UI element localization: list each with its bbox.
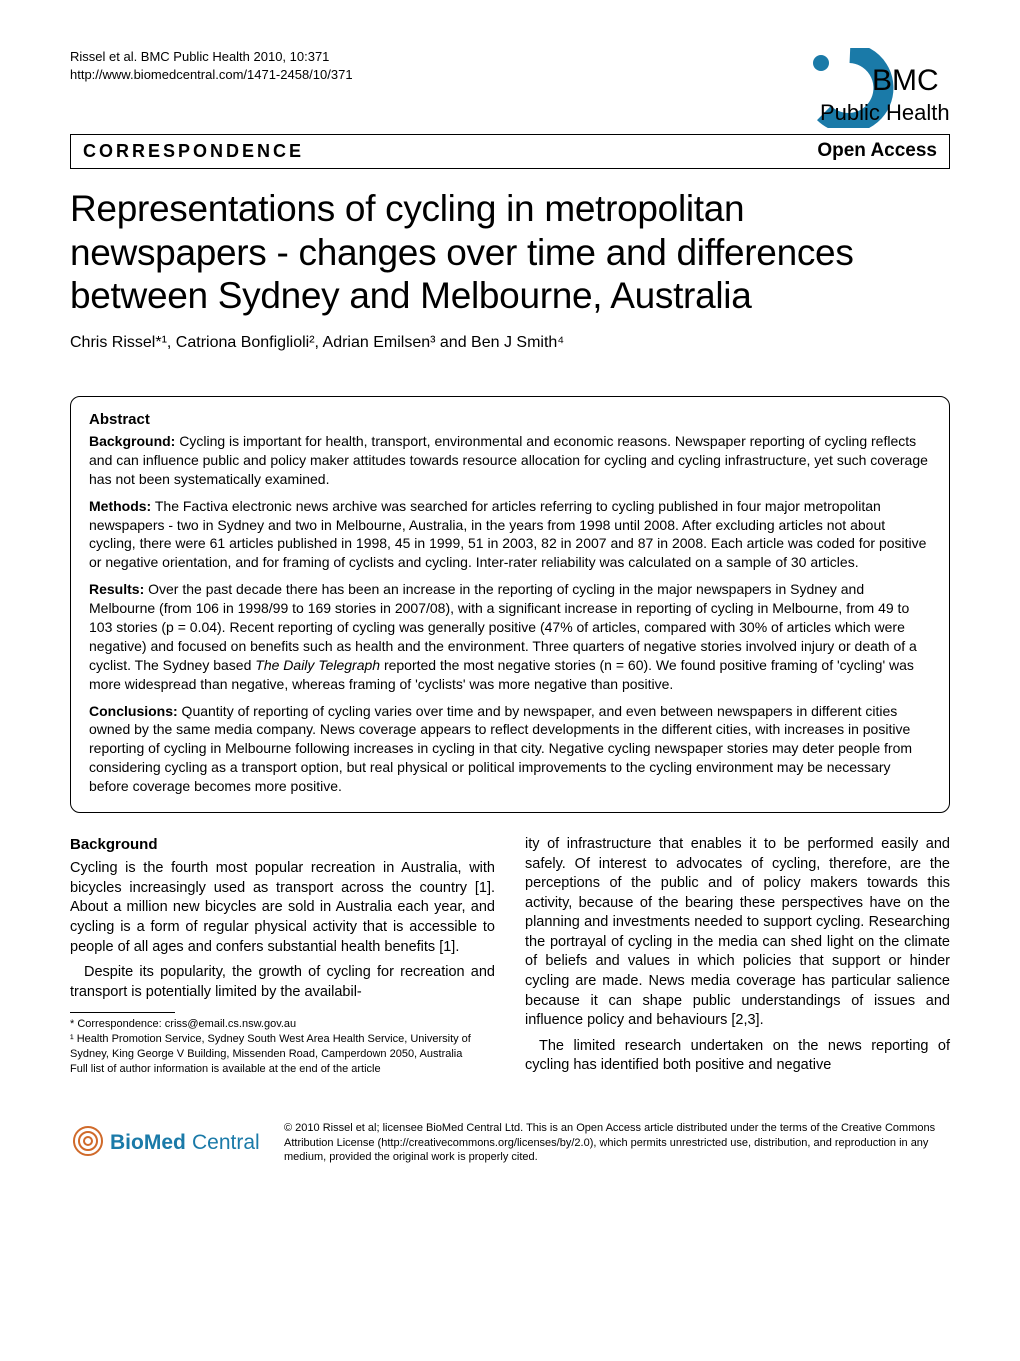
article-type-banner: CORRESPONDENCE Open Access bbox=[70, 134, 950, 169]
abstract-methods: Methods: The Factiva electronic news arc… bbox=[89, 497, 931, 573]
svg-text:Central: Central bbox=[192, 1131, 260, 1154]
copyright-text: © 2010 Rissel et al; licensee BioMed Cen… bbox=[284, 1121, 950, 1164]
citation-block: Rissel et al. BMC Public Health 2010, 10… bbox=[70, 48, 353, 83]
svg-text:BMC: BMC bbox=[872, 64, 939, 97]
biomed-central-logo: BioMed Central bbox=[70, 1120, 270, 1166]
footnote-divider bbox=[70, 1012, 175, 1013]
body-paragraph: Despite its popularity, the growth of cy… bbox=[70, 963, 495, 1002]
right-column: ity of infrastructure that enables it to… bbox=[525, 835, 950, 1082]
correspondence-note: * Correspondence: criss@email.cs.nsw.gov… bbox=[70, 1017, 495, 1031]
footnote-block: * Correspondence: criss@email.cs.nsw.gov… bbox=[70, 1017, 495, 1076]
abstract-text: The Factiva electronic news archive was … bbox=[89, 498, 926, 571]
bmc-logo-icon: BMC Public Health bbox=[780, 48, 950, 128]
body-paragraph: The limited research undertaken on the n… bbox=[525, 1037, 950, 1076]
affiliation-note: ¹ Health Promotion Service, Sydney South… bbox=[70, 1032, 495, 1061]
citation-url: http://www.biomedcentral.com/1471-2458/1… bbox=[70, 66, 353, 84]
left-column: Background Cycling is the fourth most po… bbox=[70, 835, 495, 1082]
abstract-label: Background: bbox=[89, 433, 175, 449]
abstract-conclusions: Conclusions: Quantity of reporting of cy… bbox=[89, 702, 931, 796]
author-list: Chris Rissel*¹, Catriona Bonfiglioli², A… bbox=[70, 334, 950, 352]
journal-name-italic: The Daily Telegraph bbox=[255, 657, 380, 673]
abstract-box: Abstract Background: Cycling is importan… bbox=[70, 396, 950, 813]
body-paragraph: ity of infrastructure that enables it to… bbox=[525, 835, 950, 1031]
abstract-label: Results: bbox=[89, 581, 144, 597]
abstract-heading: Abstract bbox=[89, 411, 931, 428]
running-header: Rissel et al. BMC Public Health 2010, 10… bbox=[70, 48, 950, 128]
abstract-label: Methods: bbox=[89, 498, 151, 514]
svg-text:Public Health: Public Health bbox=[820, 100, 950, 125]
section-heading-background: Background bbox=[70, 835, 495, 855]
open-access-label: Open Access bbox=[817, 140, 937, 162]
journal-logo: BMC Public Health bbox=[780, 48, 950, 128]
abstract-background: Background: Cycling is important for hea… bbox=[89, 432, 931, 489]
article-title: Representations of cycling in metropolit… bbox=[70, 187, 950, 318]
license-footer: BioMed Central © 2010 Rissel et al; lice… bbox=[70, 1120, 950, 1166]
abstract-text: Cycling is important for health, transpo… bbox=[89, 433, 928, 487]
abstract-results: Results: Over the past decade there has … bbox=[89, 580, 931, 693]
citation-line: Rissel et al. BMC Public Health 2010, 10… bbox=[70, 49, 329, 64]
svg-text:BioMed: BioMed bbox=[110, 1131, 186, 1154]
article-type-label: CORRESPONDENCE bbox=[83, 141, 304, 162]
author-info-note: Full list of author information is avail… bbox=[70, 1062, 495, 1076]
body-columns: Background Cycling is the fourth most po… bbox=[70, 835, 950, 1082]
abstract-text: Quantity of reporting of cycling varies … bbox=[89, 703, 912, 795]
abstract-label: Conclusions: bbox=[89, 703, 178, 719]
body-paragraph: Cycling is the fourth most popular recre… bbox=[70, 859, 495, 957]
